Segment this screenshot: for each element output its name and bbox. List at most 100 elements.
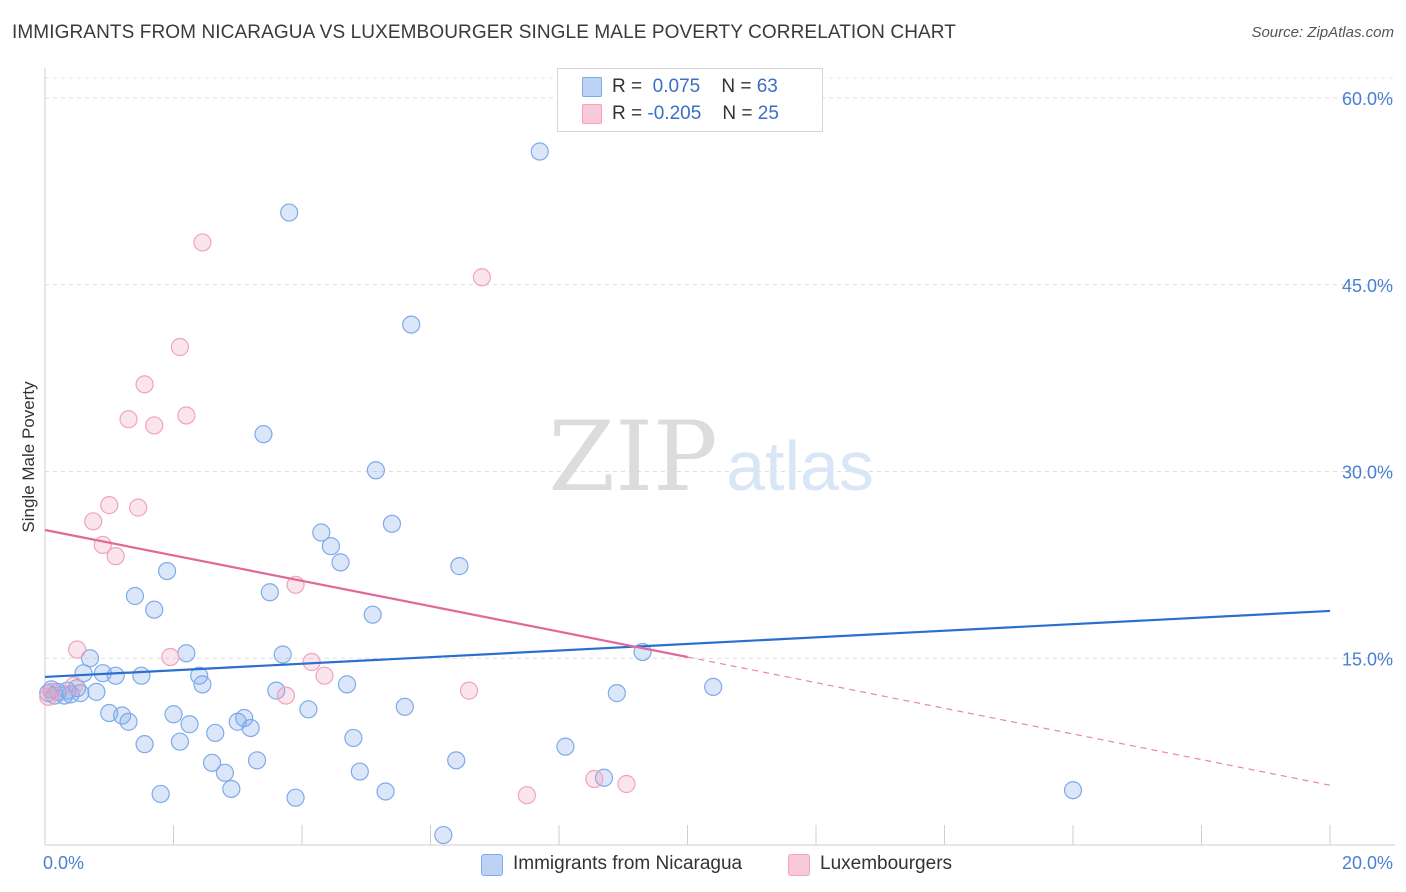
- point-nicaragua-40: [273, 645, 292, 664]
- point-nicaragua-52: [376, 782, 395, 801]
- y-tick-label-15: 15.0%: [1342, 649, 1393, 669]
- point-luxembourgers-12: [161, 647, 180, 667]
- bottom-legend-swatch-nicaragua: [481, 854, 503, 876]
- point-nicaragua-22: [157, 561, 177, 581]
- point-nicaragua-49: [350, 762, 369, 781]
- point-luxembourgers-16: [276, 686, 296, 705]
- point-nicaragua-23: [164, 705, 183, 724]
- legend-text-nicaragua: R = 0.075 N = 63: [612, 76, 778, 97]
- point-nicaragua-59: [530, 142, 549, 161]
- point-nicaragua-20: [145, 600, 164, 619]
- point-nicaragua-11: [87, 682, 106, 701]
- point-nicaragua-16: [119, 712, 138, 731]
- point-luxembourgers-1: [42, 682, 61, 701]
- legend-n-luxembourgers: 25: [757, 103, 779, 124]
- chart-source: Source: ZipAtlas.com: [1251, 24, 1394, 41]
- legend-r-luxembourgers: -0.205: [647, 103, 702, 124]
- point-luxembourgers-21: [472, 268, 491, 287]
- point-luxembourgers-20: [459, 681, 479, 700]
- point-nicaragua-62: [607, 684, 626, 703]
- point-luxembourgers-23: [585, 769, 604, 789]
- point-nicaragua-29: [202, 753, 222, 772]
- point-nicaragua-37: [254, 425, 273, 444]
- point-luxembourgers-19: [315, 666, 334, 685]
- point-luxembourgers-8: [119, 410, 138, 429]
- point-nicaragua-17: [125, 586, 145, 606]
- point-luxembourgers-0: [39, 687, 58, 706]
- point-luxembourgers-13: [170, 337, 190, 357]
- point-nicaragua-38: [260, 583, 279, 602]
- legend-r-nicaragua: 0.075: [652, 76, 701, 97]
- x-tick-label-min: 0.0%: [43, 853, 84, 873]
- trend-line-nicaragua: [44, 609, 1331, 679]
- point-nicaragua-48: [344, 728, 363, 748]
- watermark: ZIP atlas: [548, 401, 874, 513]
- point-nicaragua-25: [177, 644, 196, 663]
- point-luxembourgers-24: [617, 774, 636, 794]
- point-luxembourgers-15: [193, 233, 212, 252]
- point-nicaragua-42: [286, 788, 305, 807]
- point-nicaragua-14: [106, 666, 125, 685]
- point-nicaragua-55: [402, 315, 421, 334]
- point-nicaragua-34: [235, 708, 254, 728]
- tick-labels: 15.0% 30.0% 45.0% 60.0% 0.0% 20.0%: [43, 89, 1393, 873]
- point-luxembourgers-14: [177, 406, 196, 425]
- point-nicaragua-50: [363, 605, 382, 624]
- point-nicaragua-53: [382, 514, 402, 533]
- point-nicaragua-54: [395, 697, 414, 716]
- point-nicaragua-18: [132, 666, 151, 685]
- bottom-legend-swatch-luxembourgers: [788, 854, 810, 876]
- point-nicaragua-43: [299, 700, 318, 719]
- point-luxembourgers-2: [64, 676, 84, 695]
- x-tick-label-max: 20.0%: [1342, 853, 1393, 873]
- y-tick-label-45: 45.0%: [1342, 276, 1393, 296]
- point-nicaragua-19: [135, 735, 154, 754]
- point-nicaragua-26: [180, 715, 199, 734]
- point-nicaragua-8: [71, 684, 90, 703]
- point-luxembourgers-22: [517, 786, 536, 805]
- y-tick-label-30: 30.0%: [1342, 463, 1393, 483]
- point-luxembourgers-4: [84, 512, 103, 531]
- gridlines: [45, 77, 1395, 659]
- point-luxembourgers-7: [106, 547, 125, 566]
- point-luxembourgers-9: [129, 498, 148, 517]
- legend-swatch-nicaragua: [582, 77, 602, 97]
- point-nicaragua-39: [267, 681, 286, 700]
- chart-title: IMMIGRANTS FROM NICARAGUA VS LUXEMBOURGE…: [12, 22, 956, 43]
- point-nicaragua-47: [337, 675, 357, 694]
- bottom-legend-label-nicaragua: Immigrants from Nicaragua: [513, 853, 743, 874]
- y-tick-label-60: 60.0%: [1342, 89, 1393, 109]
- trend-lines: [44, 528, 1331, 786]
- stats-legend: R = 0.075 N = 63 R = -0.205 N = 25: [557, 68, 823, 132]
- point-nicaragua-51: [366, 461, 385, 480]
- point-nicaragua-41: [280, 203, 299, 222]
- point-nicaragua-65: [1063, 781, 1083, 800]
- point-nicaragua-30: [206, 723, 225, 743]
- trend-line-luxembourgers-extension: [687, 656, 1331, 786]
- point-nicaragua-35: [241, 718, 260, 738]
- axes: [44, 68, 1395, 846]
- point-nicaragua-64: [704, 677, 723, 696]
- point-luxembourgers-3: [68, 640, 87, 659]
- point-nicaragua-31: [215, 763, 234, 782]
- point-nicaragua-10: [80, 649, 100, 668]
- point-nicaragua-24: [170, 732, 190, 751]
- legend-swatch-luxembourgers: [582, 104, 602, 124]
- legend-text-luxembourgers: R = -0.205 N = 25: [612, 103, 779, 124]
- watermark-zip: ZIP: [548, 401, 717, 513]
- watermark-atlas: atlas: [726, 427, 874, 505]
- point-nicaragua-32: [222, 779, 241, 799]
- point-luxembourgers-11: [145, 416, 164, 435]
- legend-n-nicaragua: 63: [756, 76, 778, 97]
- trend-line-luxembourgers: [44, 528, 688, 659]
- point-nicaragua-58: [450, 557, 469, 576]
- point-nicaragua-28: [193, 675, 212, 694]
- point-nicaragua-61: [594, 768, 614, 787]
- point-nicaragua-44: [312, 523, 331, 542]
- point-nicaragua-60: [556, 737, 575, 756]
- data-points: [39, 142, 1083, 845]
- y-axis-label: Single Male Poverty: [19, 381, 38, 533]
- point-nicaragua-21: [151, 784, 170, 804]
- point-luxembourgers-10: [135, 375, 154, 394]
